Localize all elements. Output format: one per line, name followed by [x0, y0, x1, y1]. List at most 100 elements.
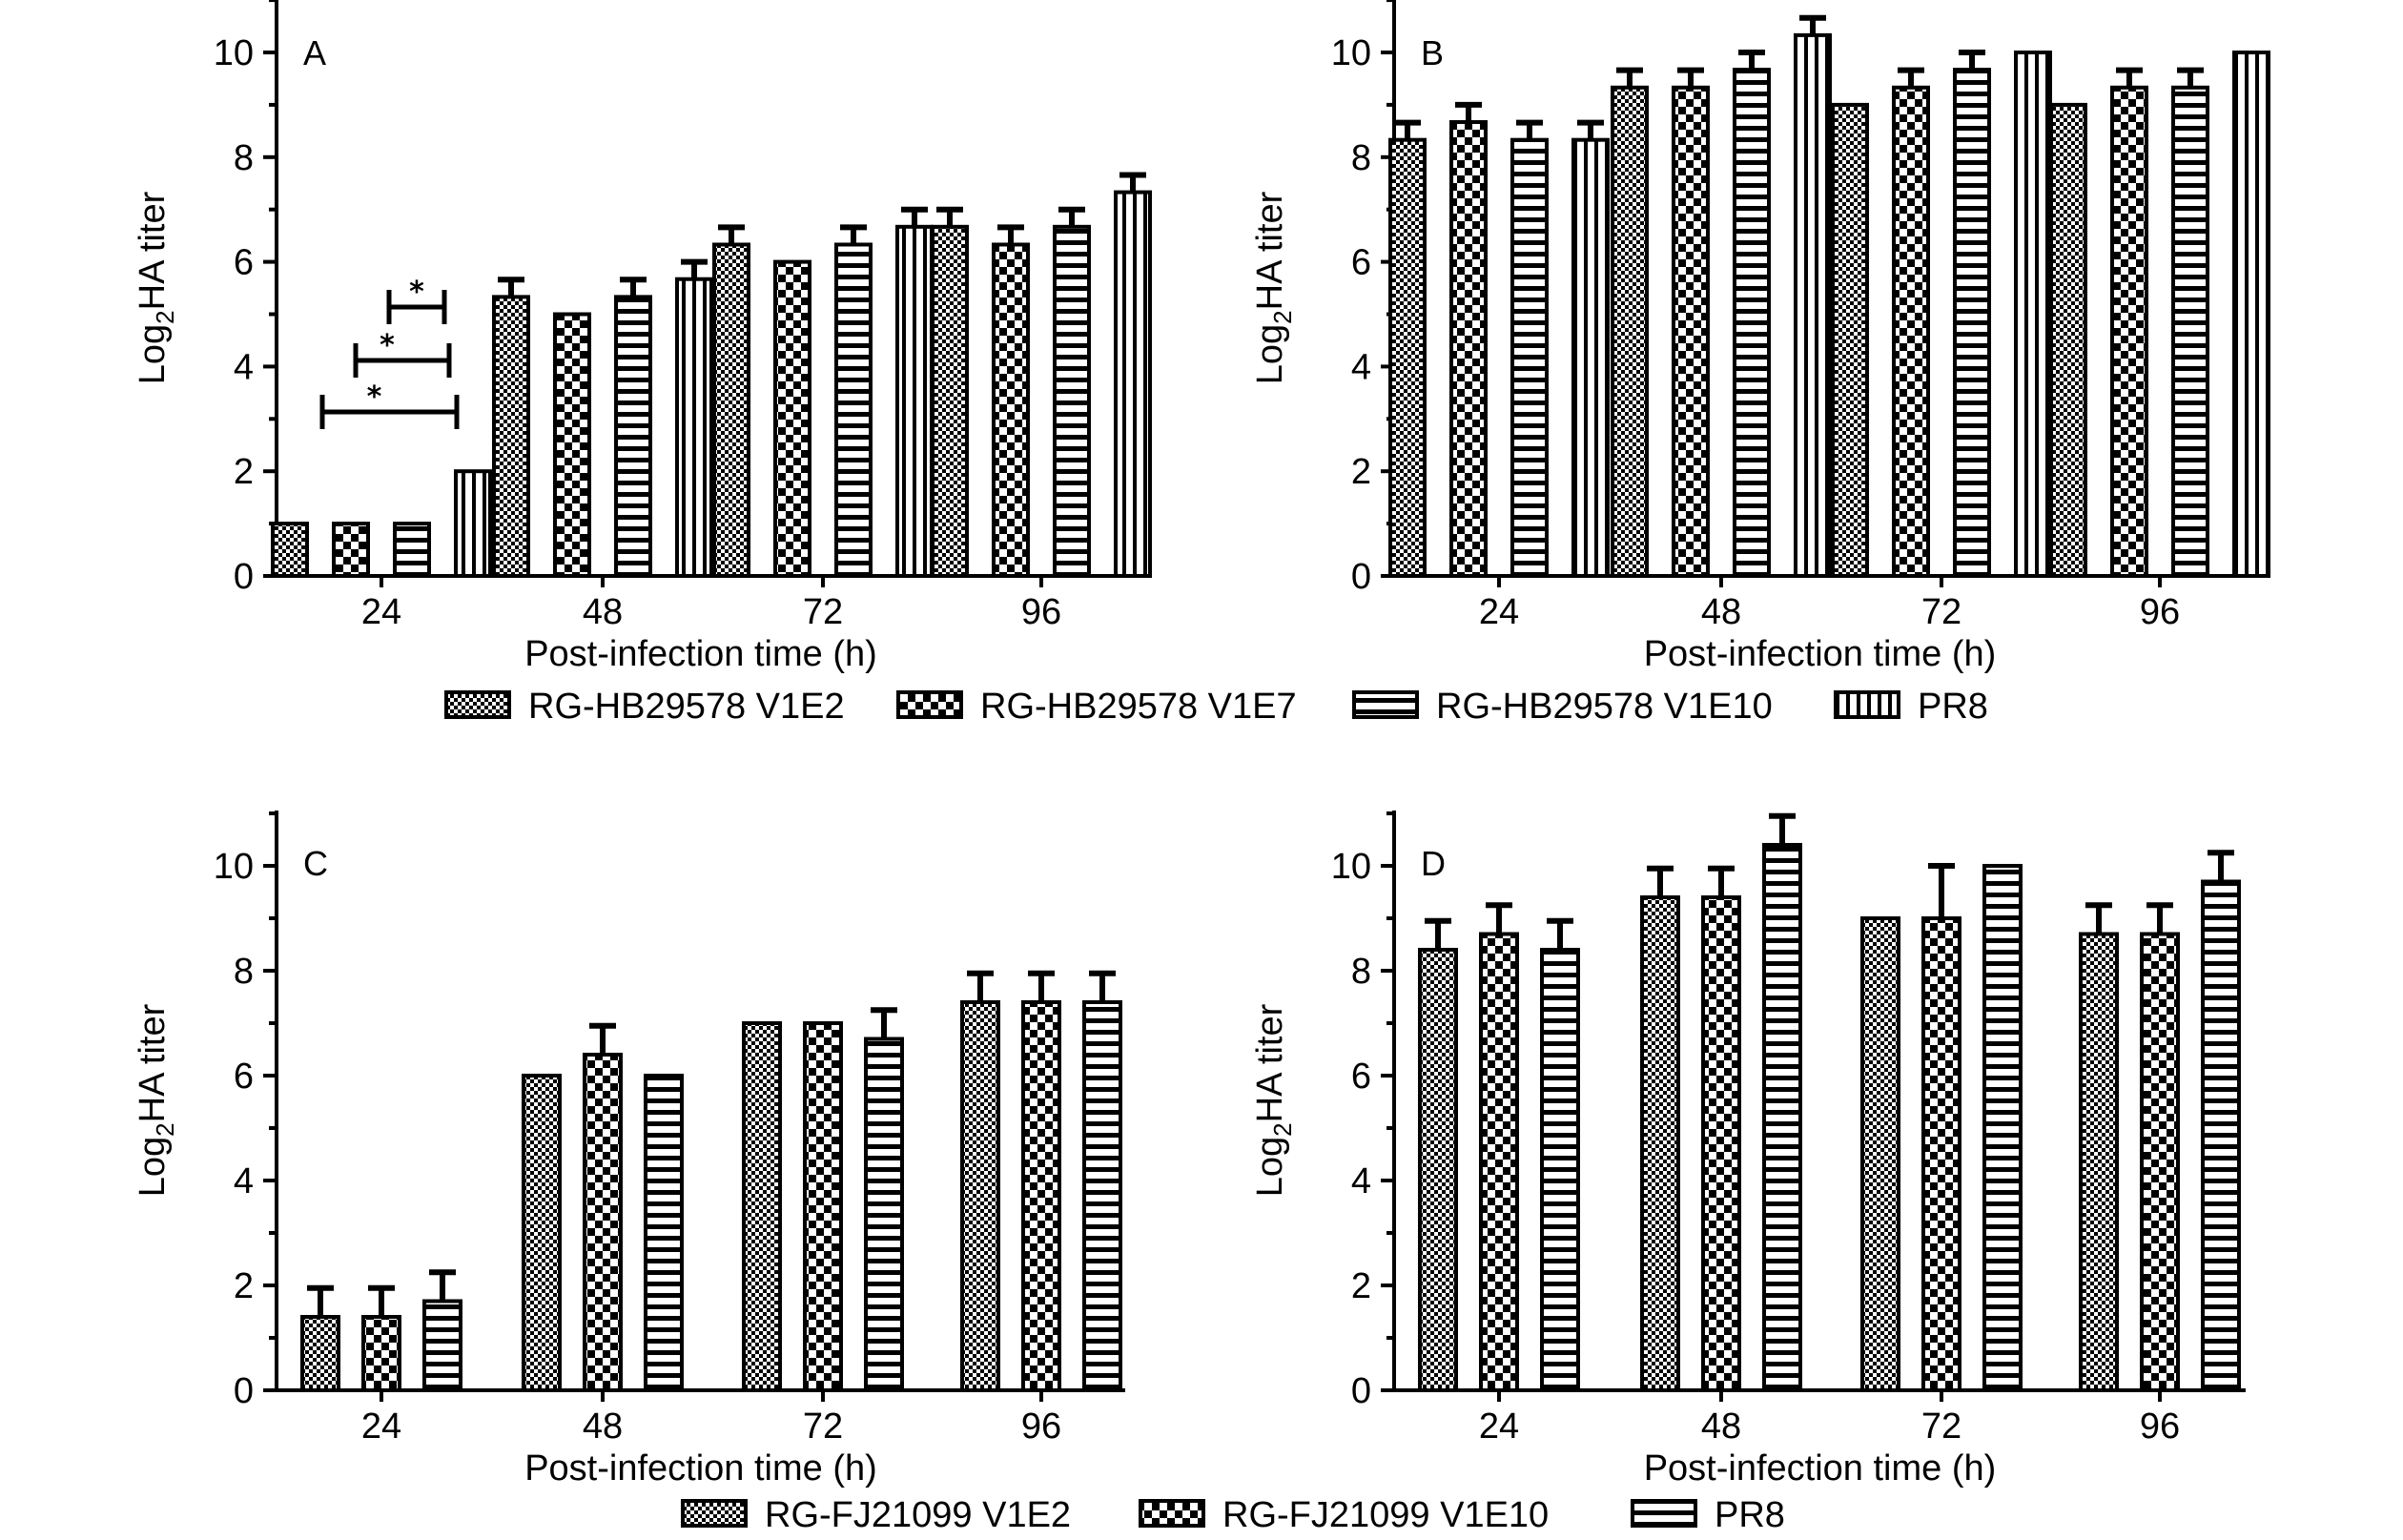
- bar-b-72-s1: [1892, 85, 1930, 578]
- bar-c-72-s1: [803, 1021, 843, 1392]
- bar-b-96-s1: [2110, 85, 2148, 578]
- y-axis-label-sub: 2: [151, 1122, 179, 1136]
- legend-label: PR8: [1918, 687, 1988, 727]
- panel-letter: A: [303, 33, 326, 72]
- bar-b-48-s0: [1611, 85, 1649, 578]
- significance-bracket: *: [353, 329, 452, 378]
- y-tick-label: 10: [1331, 847, 1371, 887]
- x-tick-label: 72: [803, 592, 843, 632]
- y-tick-label: 2: [1351, 452, 1371, 492]
- x-tick-label: 24: [1479, 1407, 1519, 1447]
- x-tick-label: 48: [1701, 592, 1741, 632]
- bar-b-48-s1: [1672, 85, 1710, 578]
- y-axis-label-sub: 2: [1268, 310, 1297, 323]
- x-tick-label: 48: [583, 1407, 623, 1447]
- legend-swatch: [681, 1499, 748, 1528]
- legend-label: RG-FJ21099 V1E2: [765, 1495, 1071, 1535]
- x-axis-label: Post-infection time (h): [524, 634, 877, 674]
- legend-swatch: [1834, 690, 1900, 719]
- significance-bracket: *: [386, 276, 447, 324]
- legend-entry: PR8: [1631, 1495, 1785, 1535]
- bar-d-96-s2: [2201, 879, 2241, 1392]
- legend-label: RG-HB29578 V1E7: [980, 687, 1297, 727]
- x-tick-label: 96: [2140, 592, 2180, 632]
- bar-a-96-s1: [992, 242, 1030, 578]
- legend-swatch: [1631, 1499, 1697, 1528]
- y-axis-label-rest: HA titer: [1250, 1003, 1290, 1122]
- bar-d-24-s2: [1540, 948, 1580, 1392]
- significance-star: *: [367, 380, 382, 414]
- bar-d-48-s1: [1701, 895, 1741, 1392]
- y-axis-label: Log2HA titer: [1250, 1003, 1297, 1197]
- bar-b-96-s2: [2171, 85, 2209, 578]
- y-tick-label: 8: [234, 952, 254, 992]
- bar-b-48-s2: [1733, 68, 1771, 578]
- y-tick-label: 6: [1351, 243, 1371, 283]
- legend-entry: RG-HB29578 V1E7: [896, 687, 1297, 727]
- x-axis-label: Post-infection time (h): [1644, 634, 1997, 674]
- bar-a-24-s0: [271, 522, 309, 578]
- legend-swatch: [444, 690, 511, 719]
- y-tick-label: 2: [234, 452, 254, 492]
- y-tick-label: 10: [214, 847, 254, 887]
- x-tick-label: 24: [361, 592, 401, 632]
- legend-entry: PR8: [1834, 687, 1988, 727]
- bar-a-72-s1: [773, 259, 811, 578]
- bar-a-24-s2: [393, 522, 431, 578]
- panel-letter: D: [1421, 844, 1446, 883]
- x-axis-label: Post-infection time (h): [1644, 1448, 1997, 1489]
- y-axis-label-rest: HA titer: [1250, 191, 1290, 310]
- y-axis-label-sub: 2: [1268, 1122, 1297, 1136]
- bar-c-96-s1: [1021, 1000, 1061, 1392]
- legend-entry: RG-HB29578 V1E2: [444, 687, 845, 727]
- panel-letter: B: [1421, 33, 1444, 72]
- y-axis-label-main: Log: [1250, 1137, 1290, 1197]
- legend-label: RG-HB29578 V1E2: [528, 687, 845, 727]
- significance-star: *: [380, 329, 395, 362]
- legends-layer: RG-HB29578 V1E2 RG-HB29578 V1E7 RG-HB29578…: [444, 687, 1988, 1535]
- y-tick-label: 8: [234, 138, 254, 178]
- legend-entry: RG-FJ21099 V1E2: [681, 1495, 1071, 1535]
- legend-2: RG-FJ21099 V1E2 RG-FJ21099 V1E10 PR8: [681, 1495, 1785, 1535]
- y-tick-label: 2: [234, 1266, 254, 1306]
- y-axis-label: Log2HA titer: [133, 1003, 179, 1197]
- y-axis-label-main: Log: [133, 1137, 173, 1197]
- bar-d-72-s2: [1982, 864, 2023, 1392]
- bar-a-72-s0: [712, 242, 750, 578]
- bar-d-96-s0: [2079, 932, 2119, 1392]
- bar-b-24-s2: [1510, 137, 1549, 578]
- bar-c-96-s2: [1082, 1000, 1122, 1392]
- y-tick-label: 10: [1331, 33, 1371, 73]
- y-tick-label: 2: [1351, 1266, 1371, 1306]
- x-tick-label: 72: [803, 1407, 843, 1447]
- y-tick-label: 0: [234, 557, 254, 597]
- bar-c-96-s0: [960, 1000, 1000, 1392]
- x-tick-label: 96: [2140, 1407, 2180, 1447]
- bar-a-72-s2: [834, 242, 873, 578]
- bar-a-96-s3: [1114, 190, 1152, 578]
- bar-b-72-s2: [1953, 68, 1991, 578]
- y-tick-label: 0: [234, 1371, 254, 1411]
- x-tick-label: 24: [361, 1407, 401, 1447]
- y-axis-label-rest: HA titer: [133, 191, 173, 310]
- y-axis-label-sub: 2: [151, 310, 179, 323]
- legend-entry: RG-FJ21099 V1E10: [1139, 1495, 1549, 1535]
- legend-1: RG-HB29578 V1E2 RG-HB29578 V1E7 RG-HB29578…: [444, 687, 1988, 727]
- legend-label: PR8: [1715, 1495, 1785, 1535]
- y-tick-label: 10: [214, 33, 254, 73]
- y-axis-label: Log2HA titer: [133, 191, 179, 384]
- bar-a-72-s3: [895, 224, 934, 579]
- x-tick-label: 24: [1479, 592, 1519, 632]
- y-tick-label: 4: [1351, 1161, 1371, 1201]
- bar-c-24-s1: [361, 1315, 401, 1392]
- bar-c-24-s2: [422, 1299, 462, 1392]
- y-tick-label: 6: [1351, 1057, 1371, 1097]
- x-axis-label: Post-infection time (h): [524, 1448, 877, 1489]
- legend-swatch: [896, 690, 963, 719]
- x-tick-label: 48: [583, 592, 623, 632]
- bar-a-96-s2: [1053, 224, 1091, 579]
- bar-d-72-s1: [1921, 916, 1961, 1392]
